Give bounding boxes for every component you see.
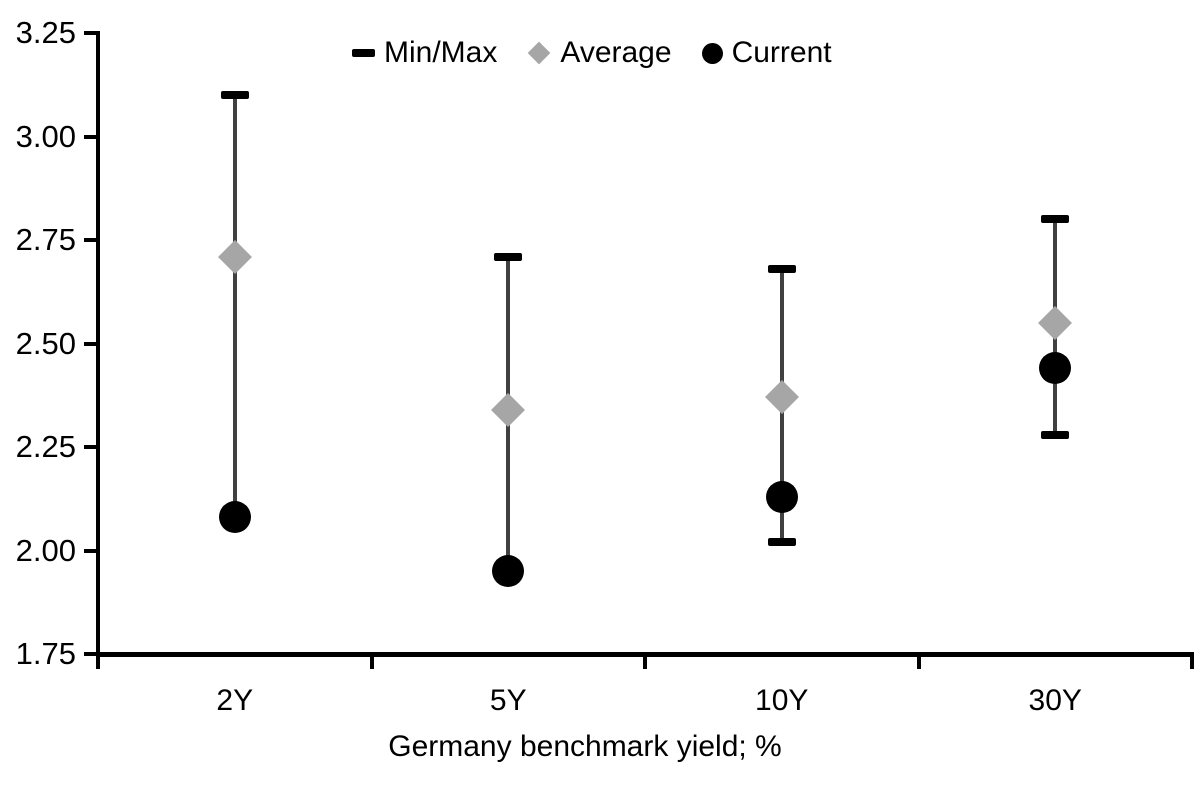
x-axis-tick [369,652,374,669]
x-axis-category-label: 30Y [1028,684,1082,717]
x-axis-tick [1190,652,1194,669]
y-axis-tick [84,31,96,35]
legend-item-average: Average [527,33,672,73]
y-axis-tick [84,341,96,346]
x-axis-tick [643,652,647,669]
legend-item-minmax: Min/Max [352,33,497,73]
y-axis-line [96,31,100,657]
chart-legend: Min/Max Average Current [352,33,832,73]
y-axis-tick-label: 3.00 [15,118,76,154]
average-marker-2Y [217,239,252,274]
current-marker-5Y [492,555,525,588]
y-axis-tick [84,445,96,449]
min-cap-10Y [767,538,796,547]
max-cap-2Y [220,91,249,100]
average-marker-5Y [491,392,526,427]
max-cap-30Y [1041,215,1070,224]
y-axis-tick-label: 2.25 [15,429,76,464]
x-axis-tick [916,652,921,669]
y-axis-tick-label: 1.75 [15,636,76,671]
average-marker-10Y [764,380,799,415]
y-axis-tick [84,238,96,242]
average-marker-30Y [1038,305,1073,340]
legend-item-current: Current [701,33,832,73]
x-axis-title: Germany benchmark yield; % [388,730,782,763]
x-axis-category-label: 10Y [755,684,809,717]
average-diamond-icon [528,41,551,65]
y-axis-tick-label: 2.00 [15,532,76,568]
minmax-dash-icon [352,49,375,57]
x-axis-tick [96,652,100,669]
legend-label-minmax: Min/Max [384,36,498,69]
x-axis-category-label: 5Y [489,684,527,717]
y-axis-tick-label: 3.25 [15,15,76,50]
y-axis-tick [84,134,96,139]
legend-label-current: Current [731,36,832,69]
current-circle-icon [701,42,723,64]
max-cap-10Y [767,264,796,273]
current-marker-2Y [218,501,251,534]
legend-label-average: Average [560,36,672,69]
y-axis-tick-label: 2.50 [15,325,76,361]
range-bar-2Y [232,95,237,518]
y-axis-tick [84,548,96,553]
x-axis-category-label: 2Y [216,684,254,717]
y-axis-tick-label: 2.75 [15,222,76,257]
y-axis-tick [84,652,96,656]
max-cap-5Y [494,252,523,261]
current-marker-10Y [765,480,798,513]
current-marker-30Y [1039,352,1072,385]
min-cap-30Y [1041,430,1070,439]
